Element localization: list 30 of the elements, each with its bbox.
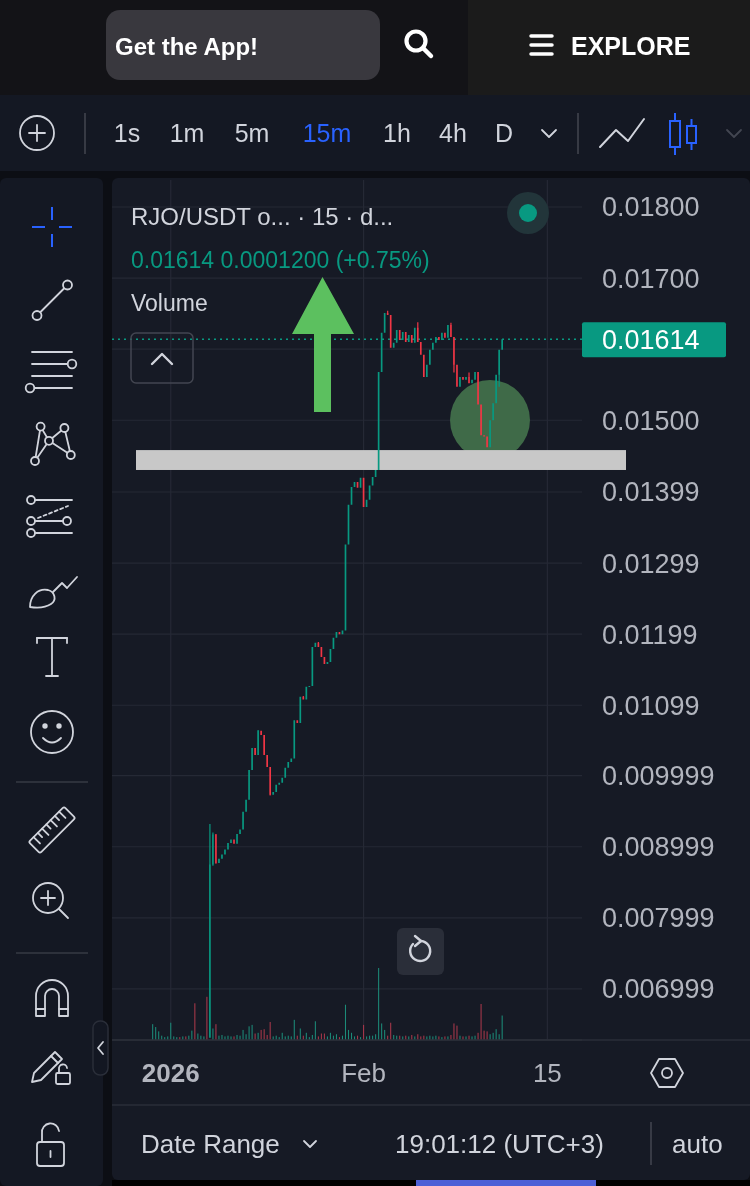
text: 1h bbox=[383, 119, 411, 147]
text: 1s bbox=[113, 119, 141, 147]
text: D bbox=[494, 119, 514, 147]
y-tick-label: 0.007999 bbox=[602, 903, 715, 934]
y-tick-label: 0.01700 bbox=[602, 263, 700, 294]
y-tick-label: 0.01099 bbox=[602, 690, 700, 721]
text: EXPLORE bbox=[571, 32, 691, 60]
text: 0.01614 0.0001200 (+0.75%) bbox=[131, 247, 430, 273]
text: auto bbox=[672, 1129, 723, 1159]
text: Date Range bbox=[141, 1129, 280, 1159]
y-tick-label: 0.01399 bbox=[602, 477, 700, 508]
text: RJO/USDT o... · 15 · d... bbox=[131, 203, 394, 230]
y-tick-label: 0.01199 bbox=[602, 619, 698, 650]
text: 1m bbox=[169, 119, 205, 147]
y-tick-label: 0.006999 bbox=[602, 974, 715, 1005]
text: 5m bbox=[234, 119, 270, 147]
x-tick-label: 2026 bbox=[141, 1058, 200, 1088]
x-tick-label: Feb bbox=[341, 1058, 386, 1088]
text: 19:01:12 (UTC+3) bbox=[395, 1129, 604, 1159]
text: Get the App! bbox=[115, 33, 259, 60]
y-tick-label: 0.01299 bbox=[602, 548, 700, 579]
y-tick-label: 0.009999 bbox=[602, 761, 715, 792]
y-tick-label: 0.01500 bbox=[602, 405, 700, 436]
text: 4h bbox=[439, 119, 467, 147]
x-tick-label: 15 bbox=[532, 1058, 562, 1088]
ref-line-label: 0.01614 bbox=[602, 324, 700, 355]
chart-title: Volume bbox=[131, 290, 208, 316]
text: 15m bbox=[302, 119, 352, 147]
y-tick-label: 0.008999 bbox=[602, 832, 715, 863]
y-tick-label: 0.01800 bbox=[602, 192, 700, 223]
